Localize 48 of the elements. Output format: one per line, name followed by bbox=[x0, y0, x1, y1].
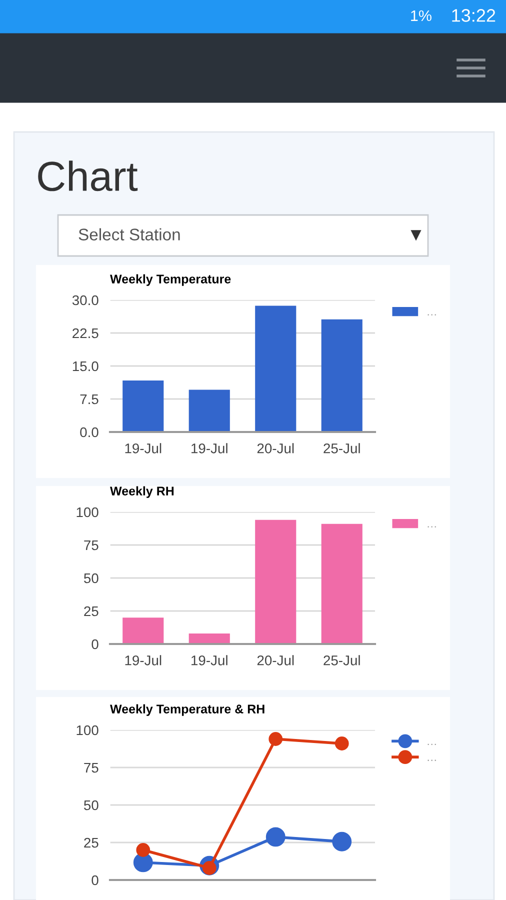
y-tick-label: 30.0 bbox=[72, 295, 98, 306]
text: Select Station bbox=[78, 228, 180, 240]
chart-title: Weekly RH bbox=[110, 486, 174, 498]
bar bbox=[321, 319, 362, 432]
x-tick-label: 20-Jul bbox=[257, 655, 294, 666]
point bbox=[136, 843, 150, 857]
point bbox=[268, 732, 283, 746]
y-tick-label: 75 bbox=[84, 540, 98, 550]
y-tick-label: 0 bbox=[92, 875, 98, 886]
legend-label: … bbox=[428, 526, 436, 528]
legend-label: … bbox=[428, 744, 436, 746]
y-tick-label: 50 bbox=[84, 800, 98, 810]
x-tick-label: 19-Jul bbox=[192, 655, 228, 666]
bar bbox=[122, 380, 164, 432]
text: 13:22 bbox=[452, 9, 496, 22]
y-tick-label: 15.0 bbox=[72, 361, 98, 372]
point bbox=[332, 832, 352, 852]
point bbox=[266, 827, 286, 847]
chart-title: Weekly Temperature & RH bbox=[110, 704, 264, 716]
x-tick-label: 25-Jul bbox=[324, 655, 360, 666]
x-tick-label: 19-Jul bbox=[192, 443, 228, 454]
y-tick-label: 7.5 bbox=[80, 394, 98, 404]
point bbox=[334, 736, 349, 750]
y-tick-label: 100 bbox=[76, 725, 98, 736]
x-tick-label: 19-Jul bbox=[125, 655, 162, 666]
bar bbox=[255, 306, 296, 432]
bar bbox=[321, 524, 362, 644]
chart-title: Weekly Temperature bbox=[110, 274, 231, 286]
x-tick-label: 19-Jul bbox=[125, 443, 162, 454]
point bbox=[133, 852, 153, 872]
y-tick-label: 22.5 bbox=[72, 328, 98, 338]
legend-label: … bbox=[428, 760, 436, 761]
y-tick-label: 25 bbox=[84, 838, 98, 848]
y-tick-label: 100 bbox=[76, 507, 98, 518]
text: 1% bbox=[411, 10, 432, 22]
y-tick-label: 0 bbox=[92, 639, 98, 650]
y-tick-label: 0.0 bbox=[80, 427, 98, 438]
y-tick-label: 75 bbox=[84, 762, 98, 773]
text: Chart bbox=[38, 160, 138, 192]
bar bbox=[255, 520, 296, 644]
bar bbox=[122, 618, 164, 644]
bar bbox=[188, 633, 230, 644]
y-tick-label: 50 bbox=[84, 573, 98, 584]
legend-label: … bbox=[428, 314, 436, 316]
y-tick-label: 25 bbox=[84, 606, 98, 616]
x-tick-label: 25-Jul bbox=[324, 443, 360, 454]
x-tick-label: 20-Jul bbox=[257, 443, 294, 454]
bar bbox=[188, 390, 230, 432]
